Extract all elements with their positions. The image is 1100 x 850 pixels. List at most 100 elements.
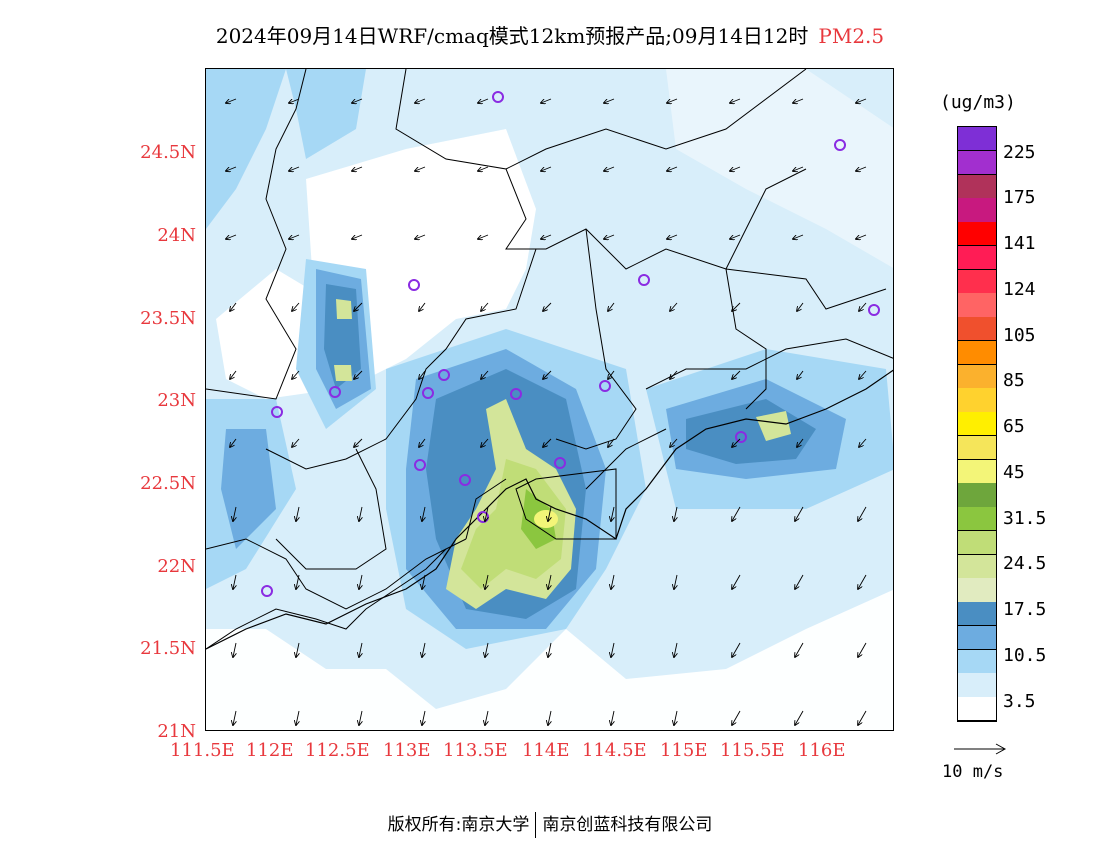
wind-arrow-icon [233,574,236,589]
wind-arrow-icon [730,234,741,239]
wind-arrow-icon [859,302,867,311]
wind-arrow-icon [485,710,488,725]
wind-arrow-icon [354,438,363,447]
legend-label: 65 [1003,416,1025,437]
station-circle-icon [868,304,880,316]
wind-arrow-icon [797,370,804,379]
legend-label: 105 [1003,325,1036,346]
legend-swatch [958,269,996,294]
legend-swatch [958,340,996,366]
legend-swatch [958,554,996,579]
wind-arrow-icon [230,370,237,379]
station-circle-icon [408,279,420,291]
band-10 [206,69,286,229]
wind-arrow-icon [795,506,804,521]
band-31 [756,411,791,441]
wind-arrow-icon [548,574,551,589]
wind-arrow-icon [296,574,299,589]
wind-arrow-icon [732,642,741,657]
legend-swatch [958,649,996,674]
wind-arrow-icon [233,710,236,725]
wind-arrow-icon [422,710,425,725]
wind-arrow-icon [608,370,615,379]
legend-swatch [958,459,996,484]
lat-label: 22N [157,556,196,577]
wind-arrow-icon [415,234,426,239]
wind-arrow-icon [856,98,867,103]
wind-key-arrow-icon [954,743,1007,755]
lon-label: 111.5E [170,740,235,761]
wind-arrow-icon [732,438,741,447]
wind-arrow-icon [481,370,489,379]
copyright-footer: 版权所有:南京大学 南京创蓝科技有限公司 [0,810,1100,838]
wind-arrow-icon [481,302,489,311]
legend-label: 31.5 [1003,508,1047,529]
lon-label: 114.5E [582,740,647,761]
wind-arrow-icon [359,642,362,657]
wind-arrow-icon [289,166,300,171]
wind-arrow-icon [289,234,300,239]
lon-label: 116E [798,740,846,761]
wind-arrow-icon [415,98,426,103]
legend-swatch [958,198,996,223]
wind-arrow-icon [797,438,804,447]
wind-arrow-icon [732,506,741,521]
wind-arrow-icon [611,710,614,725]
wind-arrow-icon [543,438,552,447]
wind-arrow-icon [793,166,804,171]
coastline [206,369,893,650]
wind-arrow-icon [670,370,678,379]
wind-arrow-icon [296,506,299,521]
legend-swatch [958,435,996,461]
lon-label: 112.5E [305,740,370,761]
station-circle-icon [414,459,426,471]
title-main: 2024年09月14日WRF/cmaq模式12km预报产品;09月14日12时 [215,24,809,48]
wind-arrow-icon [795,642,804,657]
station-circle-icon [492,91,504,103]
color-legend [957,126,997,722]
wind-field [226,98,867,725]
wind-arrow-icon [548,642,551,657]
wind-arrow-icon [674,710,677,725]
wind-arrow-icon [478,98,489,103]
wind-arrow-icon [352,234,363,239]
legend-swatch [958,483,996,508]
lon-label: 112E [246,740,294,761]
station-circle-icon [422,387,434,399]
legend-swatch [958,412,996,437]
legend-swatch [958,530,996,556]
station-circle-icon [638,274,650,286]
band-24 [324,284,361,389]
wind-arrow-icon [352,166,363,171]
wind-arrow-icon [670,302,678,311]
wind-arrow-icon [795,710,804,725]
station-circle-icon [554,457,566,469]
lon-label: 113E [383,740,431,761]
low-region [206,589,893,730]
lat-label: 23.5N [140,308,196,329]
station-circle-icon [438,369,450,381]
wind-arrow-icon [604,166,615,171]
legend-label: 10.5 [1003,645,1047,666]
band-31 [334,365,352,381]
legend-swatch [958,222,996,247]
station-circle-icon [459,474,471,486]
low-region-northeast [666,69,893,268]
copyright-right: 南京创蓝科技有限公司 [542,815,713,835]
wind-arrow-icon [730,98,741,103]
wind-arrow-icon [548,710,551,725]
lon-label: 114E [522,740,570,761]
wind-arrow-icon [795,574,804,589]
legend-swatch [958,127,996,152]
wind-arrow-icon [730,166,741,171]
band-45 [461,459,566,589]
wind-arrow-icon [541,98,552,103]
wind-arrow-icon [230,438,237,447]
wind-arrow-icon [858,574,867,589]
wind-arrow-icon [667,98,678,103]
wind-arrow-icon [296,710,299,725]
map-panel[interactable] [205,68,894,731]
lat-label: 21.5N [140,638,196,659]
wind-arrow-icon [674,506,677,521]
copyright-left: 版权所有:南京大学 [387,815,530,835]
